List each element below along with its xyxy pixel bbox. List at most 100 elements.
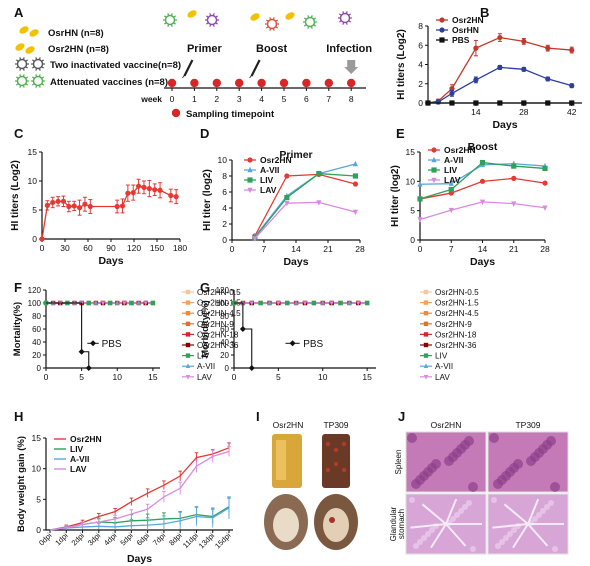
- tissue-texture: [495, 543, 501, 549]
- vaccine-virus-icon: [265, 17, 279, 31]
- legend-marker: [185, 363, 191, 368]
- sampling-dot: [257, 78, 266, 88]
- data-point: [417, 196, 423, 202]
- legend-marker: [289, 340, 296, 347]
- x-tick-label: 150: [150, 243, 164, 253]
- data-point: [76, 205, 83, 211]
- x-tick-label: 5: [79, 372, 84, 382]
- stomach-lumen: [273, 508, 299, 542]
- bacterium-icon: [285, 12, 295, 20]
- legend-label: LAV: [260, 185, 277, 195]
- legend-marker: [185, 321, 191, 326]
- y-tick-label: 0: [222, 235, 227, 245]
- data-point: [152, 187, 158, 193]
- x-tick-label: 7dpi: [151, 531, 168, 548]
- legend-marker: [185, 353, 191, 358]
- data-point: [417, 217, 423, 223]
- series-line-A-VII: [49, 507, 230, 531]
- x-tick-label: 15dpi: [213, 531, 233, 551]
- x-tick-label: 0: [230, 244, 235, 254]
- data-point: [347, 300, 352, 305]
- legend-label: Osr2HN-18: [435, 330, 477, 339]
- data-point: [320, 300, 325, 305]
- sampling-dot: [347, 78, 356, 88]
- legend-label: Osr2HN-36: [197, 341, 239, 350]
- inactivated-virus-icon: [31, 57, 45, 71]
- gland-pattern: [430, 523, 447, 549]
- data-point: [66, 203, 72, 210]
- panel-J-header: Osr2HN: [431, 420, 462, 430]
- legend-label: Osr2HN: [260, 155, 292, 165]
- chart-D: 0 2 4 6 8 10 0 7 14 21 28 Days HI titer (log2) Primer…: [202, 149, 365, 268]
- data-point: [352, 160, 359, 167]
- x-tick-label: 11dpi: [181, 531, 200, 550]
- intestine-highlight: [276, 440, 286, 480]
- y-tick-label: 10: [32, 464, 42, 474]
- challenge-virus-icon: [338, 11, 352, 25]
- y-axis-label: HI titers (Log2): [396, 29, 407, 100]
- x-tick-label: 180: [173, 243, 187, 253]
- group-label: Two inactivated vaccine(n=8): [50, 60, 181, 71]
- data-point: [136, 300, 141, 305]
- virus-body: [304, 16, 316, 28]
- data-point: [417, 181, 423, 187]
- gland-pattern: [527, 523, 549, 547]
- legend-marker: [247, 187, 253, 194]
- panel-J-row-label: Glandular: [389, 506, 398, 541]
- legend-label: A-VII: [435, 362, 453, 371]
- week-number: 1: [192, 94, 197, 104]
- group-label: Attenuated vaccines (n=8): [50, 77, 168, 88]
- data-point: [448, 180, 454, 186]
- chart-title: Boost: [468, 141, 498, 153]
- y-tick-label: 100: [28, 299, 42, 308]
- legend-label: LIV: [260, 175, 274, 185]
- legend-marker: [423, 311, 429, 316]
- data-point: [284, 173, 290, 179]
- data-point: [352, 173, 359, 179]
- data-point: [267, 300, 272, 305]
- tissue-texture: [470, 546, 476, 552]
- legend-label: PBS: [452, 35, 470, 45]
- y-tick-label: 0: [225, 364, 230, 373]
- tissue-texture: [540, 508, 546, 514]
- y-tick-label: 10: [218, 155, 228, 165]
- x-tick-label: 42: [567, 107, 577, 117]
- series-line-LAV: [49, 450, 230, 531]
- data-point: [122, 301, 127, 306]
- panel-letter-B: B: [480, 5, 489, 20]
- data-point: [248, 365, 255, 371]
- x-tick-label: 4dpi: [102, 531, 119, 548]
- data-point: [311, 300, 317, 306]
- legend-marker: [431, 167, 437, 173]
- data-point: [100, 301, 106, 306]
- tissue-texture: [466, 500, 472, 506]
- y-axis-label: HI titers (Log2): [10, 160, 21, 231]
- legend-label: LIV: [444, 165, 458, 175]
- tissue-texture: [462, 504, 468, 510]
- y-tick-label: 120: [216, 286, 230, 295]
- legend-marker: [439, 27, 445, 33]
- legend-label: A-VII: [260, 165, 279, 175]
- data-point: [284, 195, 290, 201]
- legend-marker: [90, 340, 97, 347]
- panel-letter-D: D: [200, 126, 209, 141]
- tissue-texture: [454, 512, 460, 518]
- data-point: [448, 207, 454, 214]
- x-tick-label: 5dpi: [118, 531, 135, 548]
- legend-marker: [185, 342, 191, 348]
- data-point: [115, 300, 120, 305]
- tissue-texture: [417, 539, 423, 545]
- legend-label: Osr2HN-0.5: [197, 288, 241, 297]
- event-label: Primer: [187, 43, 223, 55]
- series-line-PBS: [46, 302, 90, 368]
- panel-letter-H: H: [14, 409, 23, 424]
- data-point: [473, 45, 479, 51]
- y-tick-label: 80: [220, 312, 229, 321]
- y-tick-label: 15: [32, 433, 42, 443]
- lesion-spot: [333, 461, 339, 467]
- x-axis-label: Days: [283, 256, 308, 268]
- data-point: [136, 183, 142, 189]
